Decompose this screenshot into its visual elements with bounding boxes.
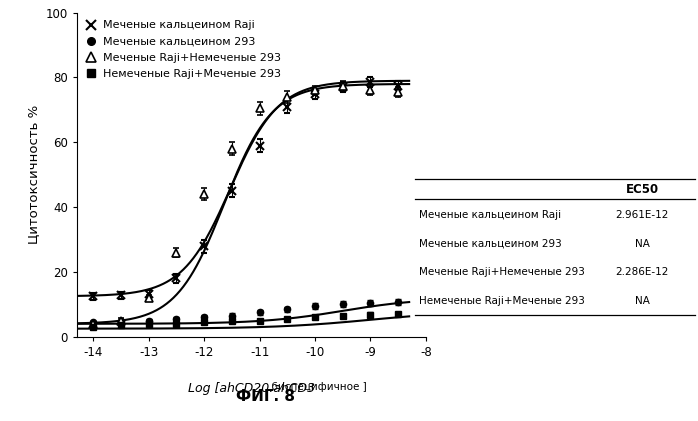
Text: NA: NA bbox=[634, 296, 650, 306]
Text: NA: NA bbox=[634, 239, 650, 248]
Text: Меченые кальцеином Raji: Меченые кальцеином Raji bbox=[419, 210, 561, 220]
Text: 2.286E-12: 2.286E-12 bbox=[616, 267, 669, 277]
Text: 2.961E-12: 2.961E-12 bbox=[616, 210, 669, 220]
Text: биспецифичное ]: биспецифичное ] bbox=[135, 382, 367, 392]
Text: Меченые кальцеином 293: Меченые кальцеином 293 bbox=[419, 239, 562, 248]
Text: Меченые Raji+Немеченые 293: Меченые Raji+Немеченые 293 bbox=[419, 267, 585, 277]
Text: EC50: EC50 bbox=[625, 183, 659, 196]
Text: Немеченые Raji+Меченые 293: Немеченые Raji+Меченые 293 bbox=[419, 296, 585, 306]
Text: ФИГ. 8: ФИГ. 8 bbox=[236, 389, 295, 404]
Y-axis label: Цитотоксичность %: Цитотоксичность % bbox=[27, 105, 40, 244]
Text: Log [ahCD20.ahCD3: Log [ahCD20.ahCD3 bbox=[188, 382, 315, 395]
Legend: Меченые кальцеином Raji, Меченые кальцеином 293, Меченые Raji+Немеченые 293, Нем: Меченые кальцеином Raji, Меченые кальцеи… bbox=[82, 18, 283, 81]
